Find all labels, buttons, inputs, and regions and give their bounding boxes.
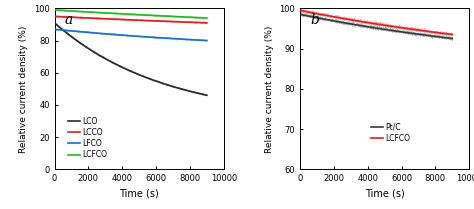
Line: Pt/C: Pt/C xyxy=(300,14,452,38)
LCO xyxy=(138,74,144,77)
Pt/C xyxy=(362,25,367,28)
LCFCO xyxy=(297,9,303,12)
Pt/C xyxy=(315,17,321,19)
Pt/C xyxy=(449,37,455,40)
Line: LFCO: LFCO xyxy=(55,29,207,41)
Pt/C xyxy=(309,15,315,18)
LFCO xyxy=(204,39,210,42)
LFCO xyxy=(122,34,128,37)
LFCO xyxy=(52,28,57,31)
LCCO xyxy=(116,18,122,21)
Legend: Pt/C, LCFCO: Pt/C, LCFCO xyxy=(368,120,414,146)
LCO xyxy=(116,65,122,67)
LCFCO xyxy=(122,13,128,15)
LCFCO xyxy=(116,13,122,15)
LCFCO xyxy=(64,9,69,12)
Line: LCFCO: LCFCO xyxy=(300,10,452,34)
LCFCO xyxy=(52,9,57,11)
LCCO xyxy=(64,16,69,18)
Y-axis label: Relative current density (%): Relative current density (%) xyxy=(19,25,28,153)
LCCO xyxy=(122,18,128,21)
LCCO xyxy=(119,18,125,21)
LCCO xyxy=(138,19,144,22)
Line: LCFCO: LCFCO xyxy=(55,10,207,18)
LFCO xyxy=(64,29,69,32)
Pt/C xyxy=(368,26,374,28)
Pt/C xyxy=(365,25,371,28)
Line: LCCO: LCCO xyxy=(55,17,207,23)
LCFCO xyxy=(204,17,210,19)
LCFCO xyxy=(449,33,455,36)
Line: LCO: LCO xyxy=(55,23,207,95)
Text: a: a xyxy=(64,13,73,27)
LFCO xyxy=(119,34,125,36)
X-axis label: Time (s): Time (s) xyxy=(365,189,404,199)
LCO xyxy=(122,67,128,70)
Pt/C xyxy=(384,28,390,31)
LCFCO xyxy=(365,21,371,24)
LCFCO xyxy=(384,24,390,27)
LCFCO xyxy=(309,11,315,14)
LCFCO xyxy=(138,14,144,16)
Y-axis label: Relative current density (%): Relative current density (%) xyxy=(265,25,274,153)
Text: b: b xyxy=(310,13,319,27)
Pt/C xyxy=(297,13,303,16)
LCCO xyxy=(70,16,75,19)
LCCO xyxy=(204,22,210,24)
LCO xyxy=(52,22,57,24)
LCFCO xyxy=(368,22,374,24)
LCCO xyxy=(52,15,57,18)
LCFCO xyxy=(362,21,367,23)
LCFCO xyxy=(315,13,321,15)
X-axis label: Time (s): Time (s) xyxy=(119,189,159,199)
LCO xyxy=(64,31,69,34)
LCO xyxy=(204,94,210,97)
LFCO xyxy=(70,30,75,32)
LCO xyxy=(119,66,125,69)
LFCO xyxy=(138,35,144,38)
Legend: LCO, LCCO, LFCO, LCFCO: LCO, LCCO, LFCO, LCFCO xyxy=(65,114,111,162)
LCFCO xyxy=(70,10,75,12)
LFCO xyxy=(116,34,122,36)
LCO xyxy=(70,36,75,39)
LCFCO xyxy=(119,13,125,15)
